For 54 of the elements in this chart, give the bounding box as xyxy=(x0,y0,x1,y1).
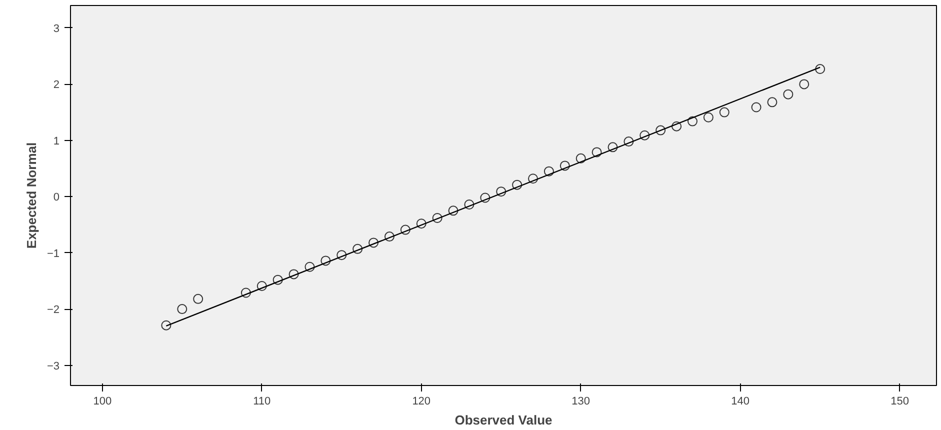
point xyxy=(193,294,204,304)
x-tick-label: 100 xyxy=(93,396,112,408)
point xyxy=(703,112,714,122)
point xyxy=(719,107,730,118)
point xyxy=(608,142,618,152)
point xyxy=(336,250,347,260)
point xyxy=(177,304,188,314)
y-tick-label: 2 xyxy=(53,79,60,92)
point xyxy=(368,238,379,248)
y-tick-label: −3 xyxy=(46,360,60,372)
point xyxy=(576,153,586,164)
point xyxy=(624,136,634,147)
x-tick-label: 140 xyxy=(731,396,750,408)
x-tick-label: 130 xyxy=(572,396,590,408)
y-tick-label: 1 xyxy=(53,135,60,148)
point xyxy=(544,166,554,176)
point xyxy=(512,180,522,190)
point xyxy=(256,281,267,291)
point xyxy=(560,160,570,171)
point xyxy=(496,186,506,197)
x-tick-label: 110 xyxy=(253,396,271,408)
x-tick-label: 120 xyxy=(412,396,431,408)
point xyxy=(592,147,602,158)
x-tick-label: 150 xyxy=(890,396,909,408)
point xyxy=(815,64,826,74)
y-tick-label: 3 xyxy=(53,22,60,35)
point xyxy=(687,116,698,126)
point xyxy=(751,102,762,112)
point xyxy=(161,320,172,330)
x-axis-title: Observed Value xyxy=(454,412,552,428)
y-tick-label: −2 xyxy=(46,304,60,316)
point xyxy=(272,274,283,285)
point xyxy=(352,244,363,254)
y-tick-label: −1 xyxy=(46,248,60,260)
point xyxy=(384,232,394,242)
point xyxy=(448,206,458,216)
point xyxy=(304,262,315,272)
point xyxy=(480,192,490,203)
point xyxy=(783,89,794,100)
point xyxy=(799,79,810,90)
point xyxy=(240,288,251,298)
point xyxy=(672,121,682,132)
point xyxy=(767,97,778,108)
point xyxy=(320,256,331,266)
point xyxy=(640,130,650,140)
y-axis-title: Expected Normal xyxy=(24,142,39,249)
point xyxy=(432,212,442,223)
point xyxy=(656,125,666,136)
point xyxy=(416,218,426,229)
point xyxy=(464,200,474,210)
point xyxy=(288,269,299,280)
y-tick-label: 0 xyxy=(53,192,60,204)
point xyxy=(528,174,538,184)
point xyxy=(400,224,410,235)
